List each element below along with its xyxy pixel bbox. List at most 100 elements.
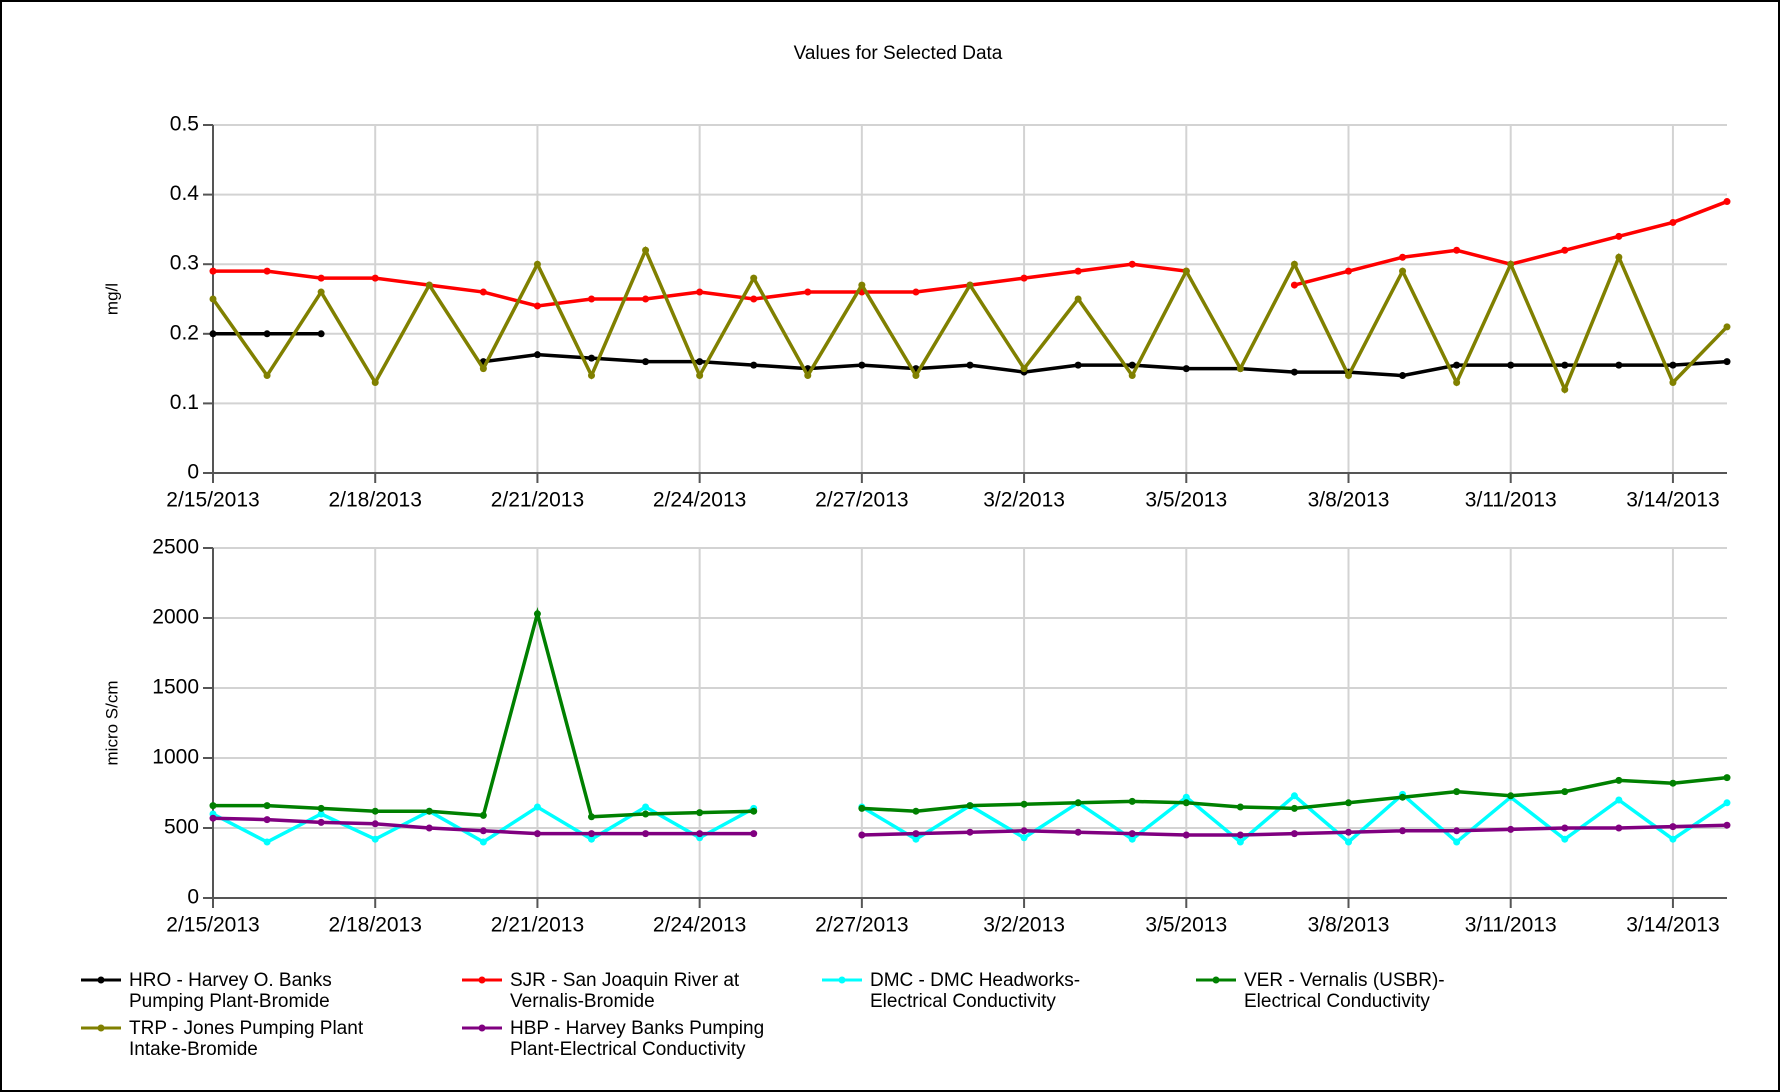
point: [425, 807, 433, 815]
point: [1723, 774, 1731, 782]
y-tick-label: 1500: [152, 676, 199, 699]
point: [1723, 821, 1731, 829]
point: [1399, 793, 1407, 801]
point: [1345, 799, 1352, 807]
point: [1669, 361, 1677, 369]
point: [1615, 232, 1623, 240]
point: [1182, 831, 1190, 839]
x-tick-label: 3/5/2013: [1145, 489, 1227, 512]
point: [479, 827, 487, 835]
point: [696, 288, 704, 296]
point: [479, 811, 487, 819]
legend-swatch: [1196, 976, 1236, 984]
legend-entry: DMC - DMC Headworks-Electrical Conductiv…: [820, 970, 1140, 1012]
point: [858, 281, 866, 289]
point: [858, 361, 866, 369]
point: [263, 372, 271, 380]
x-tick-label: 2/21/2013: [491, 489, 584, 512]
point: [858, 831, 866, 839]
point: [533, 830, 541, 838]
legend-label: VER - Vernalis (USBR)-Electrical Conduct…: [1244, 970, 1445, 1012]
point: [588, 830, 595, 838]
point: [588, 372, 595, 380]
legend-label: HRO - Harvey O. Banks Pumping Plant-Brom…: [129, 970, 332, 1012]
point: [1290, 368, 1298, 376]
point: [1669, 379, 1677, 387]
point: [263, 802, 271, 810]
x-tick-label: 2/15/2013: [166, 914, 259, 937]
legend-label: SJR - San Joaquin River at Vernalis-Brom…: [510, 970, 740, 1012]
point: [317, 804, 325, 812]
point: [1345, 828, 1352, 836]
x-tick-label: 2/21/2013: [491, 914, 584, 937]
point: [966, 828, 974, 836]
point: [750, 274, 758, 282]
point: [209, 295, 217, 303]
point: [371, 835, 379, 843]
point: [642, 246, 650, 254]
y-tick-label: 2000: [152, 606, 199, 629]
point: [1020, 800, 1028, 808]
legend-label: HBP - Harvey Banks Pumping Plant-Electri…: [510, 1018, 765, 1060]
point: [1453, 838, 1461, 846]
point: [533, 260, 541, 268]
y-tick-label: 2500: [152, 536, 199, 559]
point: [209, 267, 217, 275]
point: [912, 835, 920, 843]
point: [696, 830, 704, 838]
x-tick-label: 3/14/2013: [1626, 489, 1719, 512]
point: [1290, 804, 1298, 812]
point: [1507, 792, 1515, 800]
point: [1561, 246, 1569, 254]
point: [1453, 379, 1461, 387]
y-tick-label: 0.5: [170, 113, 199, 136]
point: [371, 820, 379, 828]
point: [1453, 788, 1461, 796]
point: [966, 281, 974, 289]
point: [642, 803, 650, 811]
point: [1236, 365, 1244, 373]
point: [1020, 365, 1028, 373]
point: [1561, 824, 1569, 832]
legend-label: DMC - DMC Headworks-Electrical Conductiv…: [870, 970, 1081, 1012]
point: [1074, 828, 1082, 836]
point: [1669, 779, 1677, 787]
point: [263, 816, 271, 824]
point: [1182, 799, 1190, 807]
point: [696, 358, 704, 366]
legend-swatch: [822, 976, 862, 984]
point: [1345, 267, 1352, 275]
point: [1453, 827, 1461, 835]
x-tick-label: 3/8/2013: [1308, 489, 1390, 512]
point: [1182, 267, 1190, 275]
y-axis-label: micro S/cm: [102, 681, 121, 766]
point: [588, 354, 595, 362]
point: [912, 288, 920, 296]
point: [1453, 246, 1461, 254]
y-tick-label: 0.3: [170, 252, 199, 275]
point: [1128, 260, 1136, 268]
point: [642, 295, 650, 303]
y-tick-label: 0.2: [170, 321, 199, 344]
point: [209, 802, 217, 810]
point: [642, 810, 650, 818]
point: [209, 814, 217, 822]
point: [317, 288, 325, 296]
point: [912, 807, 920, 815]
x-tick-label: 3/5/2013: [1145, 914, 1227, 937]
point: [804, 288, 812, 296]
point: [1399, 267, 1407, 275]
point: [1236, 831, 1244, 839]
legend-swatch: [81, 976, 121, 984]
point: [1723, 323, 1731, 331]
point: [750, 295, 758, 303]
point: [263, 838, 271, 846]
point: [696, 809, 704, 817]
point: [1723, 358, 1731, 366]
chart-title: Values for Selected Data: [794, 43, 1003, 64]
point: [1128, 372, 1136, 380]
point: [1290, 830, 1298, 838]
point: [1453, 361, 1461, 369]
legend-marker: [97, 976, 105, 984]
